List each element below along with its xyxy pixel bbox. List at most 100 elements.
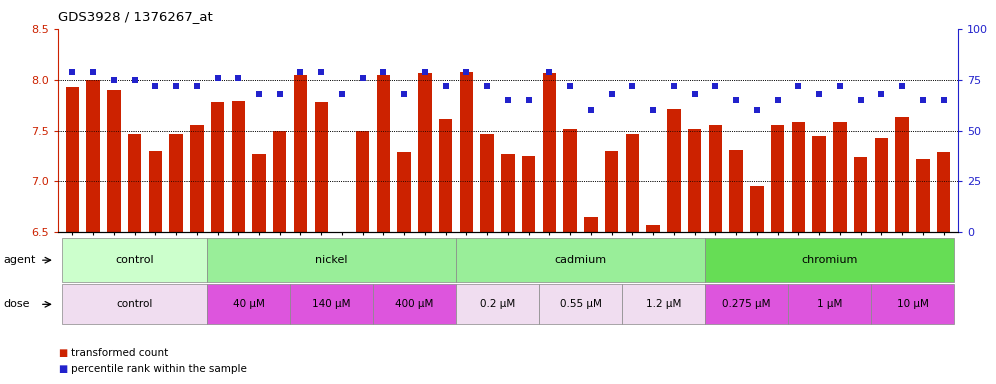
Point	[562, 83, 578, 89]
Point	[85, 68, 101, 74]
Bar	[439, 119, 452, 232]
Point	[375, 68, 391, 74]
Bar	[211, 102, 224, 232]
Point	[521, 97, 537, 103]
Point	[500, 97, 516, 103]
Point	[915, 97, 931, 103]
Bar	[376, 74, 390, 232]
Point	[894, 83, 910, 89]
Text: 0.55 μM: 0.55 μM	[560, 299, 602, 310]
Point	[396, 91, 412, 97]
Text: dose: dose	[3, 299, 30, 310]
Text: ■: ■	[58, 364, 67, 374]
Bar	[564, 129, 577, 232]
Bar	[750, 185, 764, 232]
Point	[749, 107, 765, 113]
Point	[272, 91, 288, 97]
Text: 10 μM: 10 μM	[896, 299, 928, 310]
Bar	[834, 122, 847, 232]
Bar	[813, 136, 826, 232]
Point	[479, 83, 495, 89]
Point	[832, 83, 848, 89]
Point	[770, 97, 786, 103]
Text: agent: agent	[3, 255, 36, 265]
Bar	[66, 87, 79, 232]
Point	[334, 91, 350, 97]
Point	[355, 74, 371, 81]
Text: 1 μM: 1 μM	[817, 299, 843, 310]
Point	[686, 91, 702, 97]
Point	[542, 68, 558, 74]
Point	[935, 97, 951, 103]
Text: 0.2 μM: 0.2 μM	[480, 299, 515, 310]
Point	[873, 91, 889, 97]
Bar	[315, 102, 328, 232]
Point	[438, 83, 454, 89]
Bar	[480, 134, 494, 232]
Text: 140 μM: 140 μM	[313, 299, 351, 310]
Point	[293, 68, 309, 74]
Bar	[688, 129, 701, 232]
Text: cadmium: cadmium	[555, 255, 607, 265]
Point	[707, 83, 723, 89]
Bar	[771, 126, 785, 232]
Bar	[543, 73, 556, 232]
Bar	[605, 151, 619, 232]
Bar	[418, 73, 431, 232]
Text: chromium: chromium	[802, 255, 858, 265]
Bar	[460, 71, 473, 232]
Point	[65, 68, 81, 74]
Bar	[874, 138, 888, 232]
Point	[853, 97, 869, 103]
Bar	[501, 154, 515, 232]
Text: control: control	[116, 255, 153, 265]
Bar	[356, 131, 370, 232]
Bar	[273, 131, 287, 232]
Bar	[854, 157, 868, 232]
Point	[230, 74, 246, 81]
Bar	[231, 101, 245, 232]
Text: 40 μM: 40 μM	[233, 299, 265, 310]
Bar	[107, 90, 121, 232]
Text: 1.2 μM: 1.2 μM	[645, 299, 681, 310]
Point	[417, 68, 433, 74]
Point	[458, 68, 474, 74]
Text: GDS3928 / 1376267_at: GDS3928 / 1376267_at	[58, 10, 212, 23]
Bar	[397, 152, 411, 232]
Text: 400 μM: 400 μM	[395, 299, 434, 310]
Point	[624, 83, 640, 89]
Bar	[667, 109, 680, 232]
Bar	[895, 118, 909, 232]
Bar	[252, 154, 266, 232]
Point	[811, 91, 827, 97]
Text: 0.275 μM: 0.275 μM	[722, 299, 771, 310]
Bar	[190, 126, 203, 232]
Text: percentile rank within the sample: percentile rank within the sample	[71, 364, 247, 374]
Text: transformed count: transformed count	[71, 348, 168, 358]
Point	[314, 68, 330, 74]
Text: control: control	[117, 299, 152, 310]
Text: ■: ■	[58, 348, 67, 358]
Bar	[127, 134, 141, 232]
Bar	[916, 159, 929, 232]
Point	[604, 91, 620, 97]
Bar	[937, 152, 950, 232]
Point	[645, 107, 661, 113]
Bar	[169, 134, 182, 232]
Point	[189, 83, 205, 89]
Point	[728, 97, 744, 103]
Bar	[522, 156, 536, 232]
Bar	[792, 122, 805, 232]
Point	[583, 107, 599, 113]
Bar	[709, 126, 722, 232]
Point	[126, 76, 142, 83]
Point	[168, 83, 184, 89]
Bar	[585, 217, 598, 232]
Point	[209, 74, 225, 81]
Bar	[87, 79, 100, 232]
Point	[666, 83, 682, 89]
Point	[791, 83, 807, 89]
Bar	[646, 225, 660, 232]
Bar	[148, 151, 162, 232]
Text: nickel: nickel	[316, 255, 348, 265]
